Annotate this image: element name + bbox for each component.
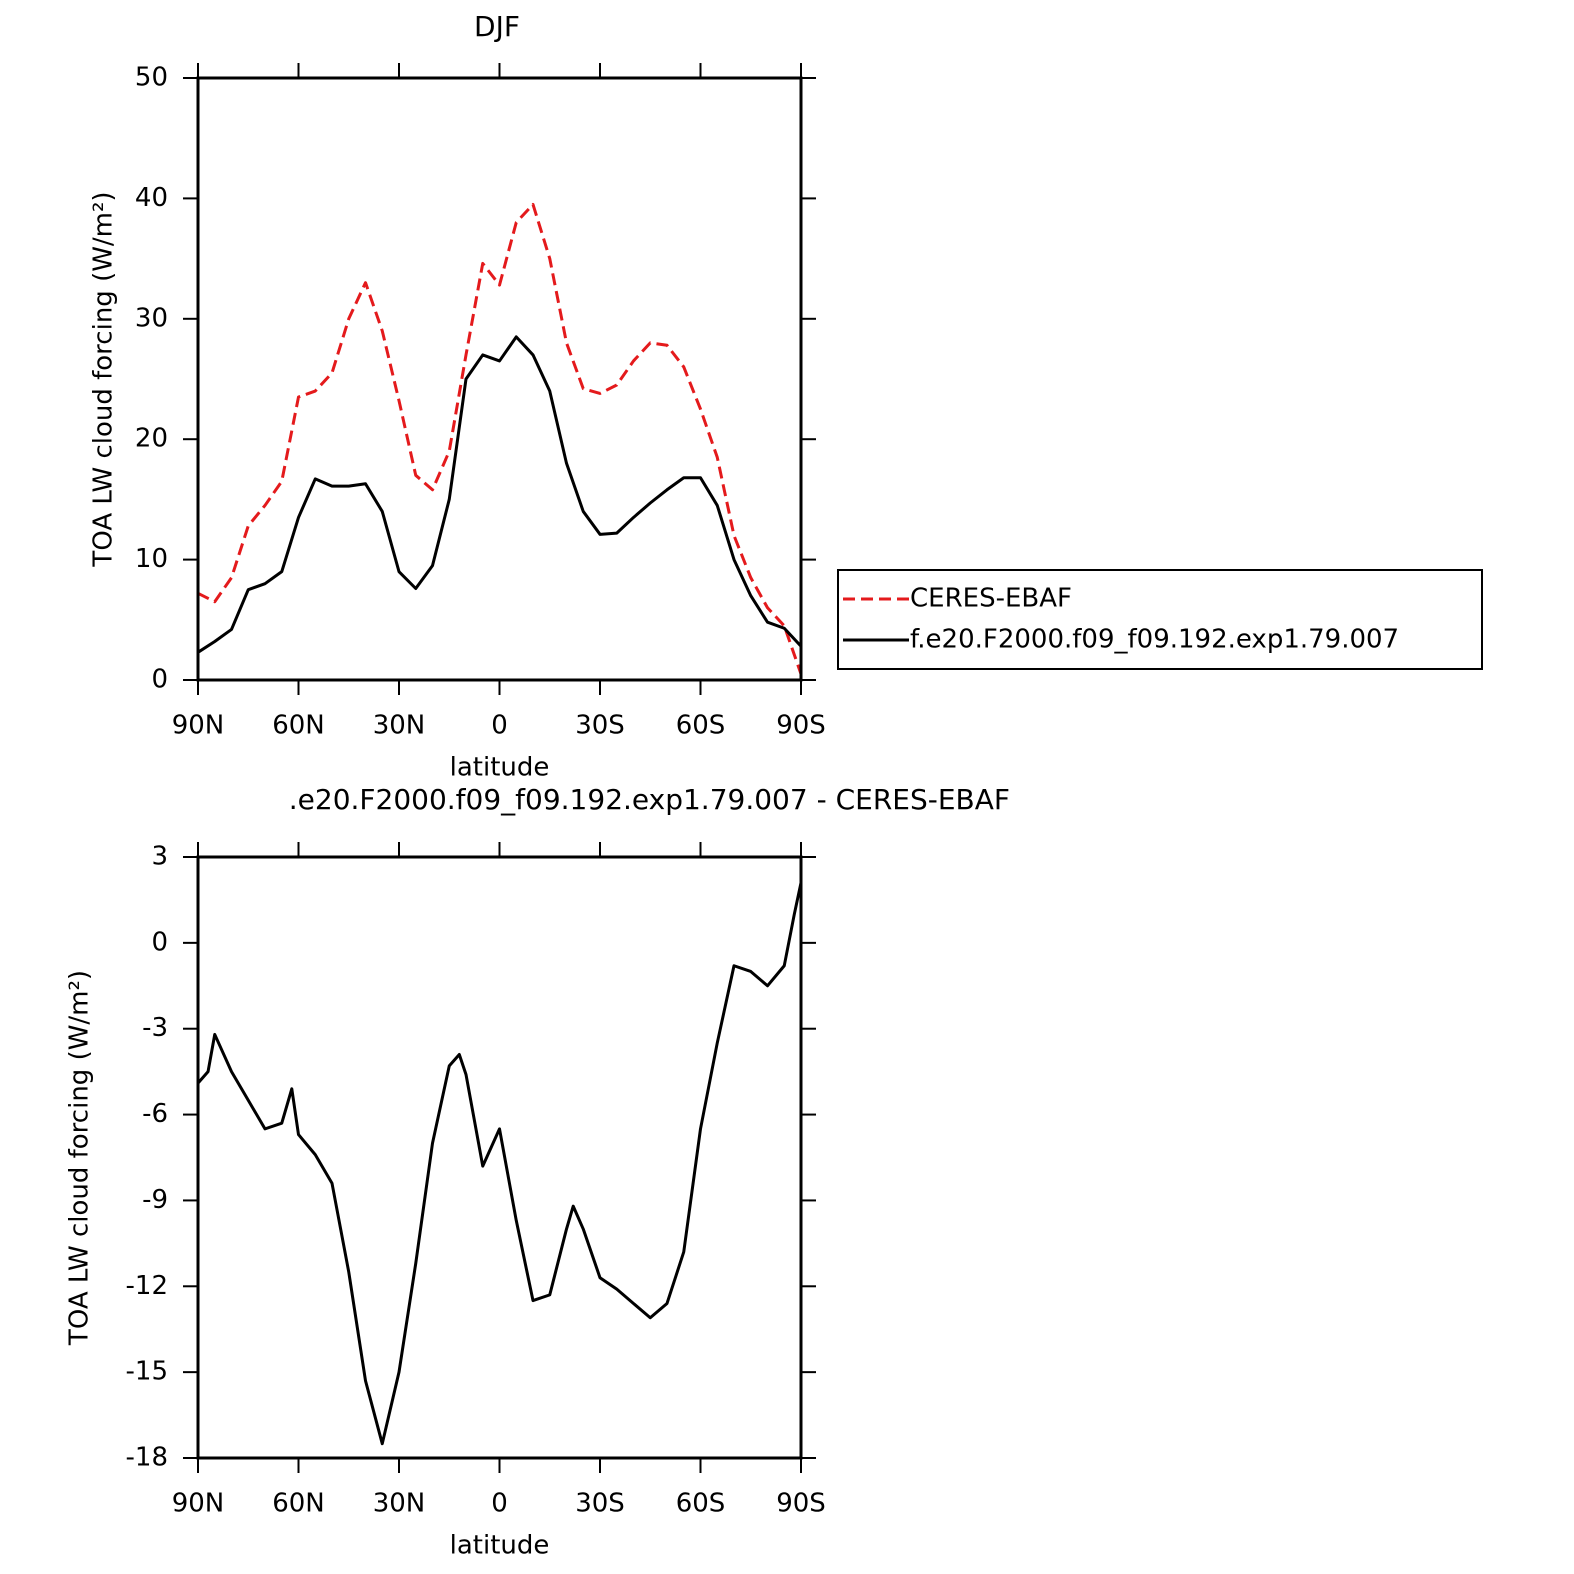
- x-tick-label: 90N: [172, 1489, 225, 1519]
- legend-label: f.e20.F2000.f09_f09.192.exp1.79.007: [910, 625, 1399, 655]
- y-tick-label: 0: [151, 665, 168, 695]
- data-line: [197, 335, 803, 654]
- data-line: [196, 882, 803, 1446]
- y-tick-label: 50: [135, 63, 168, 93]
- x-tick-label: 90S: [776, 711, 826, 741]
- y-tick-label: 20: [135, 424, 168, 454]
- x-tick-label: 30N: [373, 711, 426, 741]
- y-tick-label: 40: [135, 183, 168, 213]
- data-line: [197, 202, 803, 675]
- y-tick-label: -12: [126, 1271, 168, 1301]
- x-tick-label: 60N: [272, 711, 325, 741]
- y-axis-label: TOA LW cloud forcing (W/m²): [65, 970, 95, 1346]
- plot-frame: [196, 76, 803, 682]
- chart-title: DJF: [474, 10, 520, 43]
- y-tick-label: -6: [142, 1099, 168, 1129]
- x-tick-label: 30N: [373, 1489, 426, 1519]
- y-tick-label: 10: [135, 544, 168, 574]
- x-tick-label: 60S: [676, 711, 726, 741]
- chart-title: .e20.F2000.f09_f09.192.exp1.79.007 - CER…: [289, 783, 1010, 816]
- x-tick-label: 0: [491, 1489, 508, 1519]
- x-tick-label: 30S: [575, 711, 625, 741]
- y-tick-label: -9: [142, 1185, 168, 1215]
- y-tick-label: 3: [151, 842, 168, 872]
- y-tick-label: 0: [151, 927, 168, 957]
- y-tick-label: -18: [126, 1443, 168, 1473]
- y-tick-label: -15: [126, 1357, 168, 1387]
- x-tick-label: 60S: [676, 1489, 726, 1519]
- plot-frame: [196, 855, 803, 1460]
- x-axis-label: latitude: [450, 753, 550, 783]
- x-tick-label: 90S: [776, 1489, 826, 1519]
- y-tick-label: -3: [142, 1013, 168, 1043]
- y-axis-label: TOA LW cloud forcing (W/m²): [89, 191, 119, 567]
- x-tick-label: 60N: [272, 1489, 325, 1519]
- x-axis-label: latitude: [450, 1531, 550, 1561]
- x-tick-label: 0: [491, 711, 508, 741]
- legend-label: CERES-EBAF: [910, 584, 1072, 614]
- x-tick-label: 90N: [172, 711, 225, 741]
- x-tick-label: 30S: [575, 1489, 625, 1519]
- y-tick-label: 30: [135, 303, 168, 333]
- legend-box: [837, 569, 1483, 670]
